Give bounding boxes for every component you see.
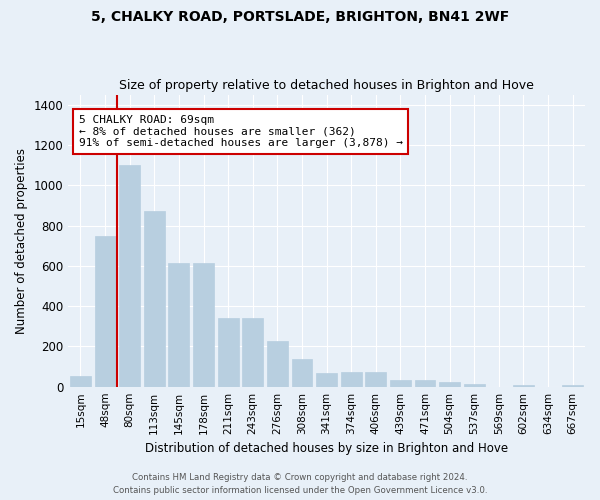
Bar [439,382,460,386]
Text: 5 CHALKY ROAD: 69sqm
← 8% of detached houses are smaller (362)
91% of semi-detac: 5 CHALKY ROAD: 69sqm ← 8% of detached ho… [79,115,403,148]
Title: Size of property relative to detached houses in Brighton and Hove: Size of property relative to detached ho… [119,79,534,92]
Bar [267,342,288,386]
Bar [341,372,362,386]
X-axis label: Distribution of detached houses by size in Brighton and Hove: Distribution of detached houses by size … [145,442,508,455]
Bar [464,384,485,386]
Bar [193,263,214,386]
Text: Contains HM Land Registry data © Crown copyright and database right 2024.
Contai: Contains HM Land Registry data © Crown c… [113,474,487,495]
Y-axis label: Number of detached properties: Number of detached properties [15,148,28,334]
Text: 5, CHALKY ROAD, PORTSLADE, BRIGHTON, BN41 2WF: 5, CHALKY ROAD, PORTSLADE, BRIGHTON, BN4… [91,10,509,24]
Bar [292,360,313,386]
Bar [390,380,411,386]
Bar [218,318,239,386]
Bar [144,212,165,386]
Bar [365,372,386,386]
Bar [70,376,91,386]
Bar [562,384,583,386]
Bar [242,318,263,386]
Bar [316,373,337,386]
Bar [415,380,436,386]
Bar [169,263,190,386]
Bar [119,165,140,386]
Bar [95,236,116,386]
Bar [513,384,534,386]
